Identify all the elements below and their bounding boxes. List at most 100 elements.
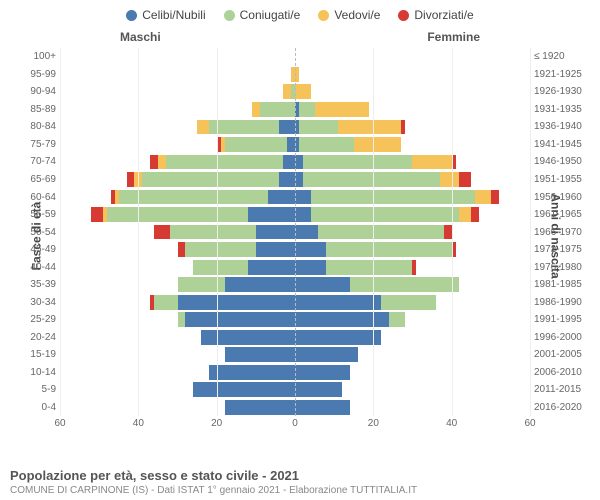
bar-segment [326, 242, 451, 257]
bar-male [178, 242, 296, 257]
bar-female [295, 312, 405, 327]
legend-label: Divorziati/e [414, 8, 473, 22]
year-label: 1926-1930 [534, 86, 598, 97]
bar-male [150, 155, 295, 170]
bar-segment [471, 207, 479, 222]
bar-segment [412, 260, 416, 275]
bar-segment [475, 190, 491, 205]
bar-female [295, 155, 456, 170]
year-label: 1971-1975 [534, 244, 598, 255]
age-label: 55-59 [16, 209, 56, 220]
legend-swatch [224, 10, 235, 21]
bar-male [283, 84, 295, 99]
bar-segment [326, 260, 412, 275]
legend-swatch [398, 10, 409, 21]
bar-segment [107, 207, 248, 222]
age-label: 35-39 [16, 279, 56, 290]
center-line [295, 48, 296, 416]
year-label: 2016-2020 [534, 402, 598, 413]
bar-segment [268, 190, 295, 205]
bar-female [295, 84, 311, 99]
bar-segment [295, 400, 350, 415]
age-label: 15-19 [16, 349, 56, 360]
bar-male [178, 312, 296, 327]
bar-segment [295, 347, 358, 362]
bar-segment [225, 400, 296, 415]
bar-female [295, 365, 350, 380]
year-label: 1951-1955 [534, 174, 598, 185]
bar-segment [354, 137, 401, 152]
age-label: 65-69 [16, 174, 56, 185]
bar-segment [459, 172, 471, 187]
legend-label: Coniugati/e [240, 8, 301, 22]
year-label: 2001-2005 [534, 349, 598, 360]
x-tick-label: 60 [54, 418, 65, 429]
x-tick-label: 60 [524, 418, 535, 429]
bar-segment [295, 330, 381, 345]
bar-segment [299, 102, 315, 117]
bar-segment [283, 84, 291, 99]
bar-female [295, 382, 342, 397]
age-label: 100+ [16, 51, 56, 62]
bar-segment [444, 225, 452, 240]
age-label: 25-29 [16, 314, 56, 325]
bar-segment [178, 242, 186, 257]
bar-segment [248, 207, 295, 222]
bar-female [295, 172, 471, 187]
gridline [138, 48, 139, 416]
bar-segment [225, 277, 296, 292]
bar-segment [295, 155, 303, 170]
age-label: 0-4 [16, 402, 56, 413]
age-label: 90-94 [16, 86, 56, 97]
age-label: 20-24 [16, 332, 56, 343]
legend: Celibi/NubiliConiugati/eVedovi/eDivorzia… [0, 0, 600, 26]
age-label: 50-54 [16, 227, 56, 238]
legend-item: Coniugati/e [224, 8, 301, 22]
bar-segment [283, 155, 295, 170]
bar-segment [491, 190, 499, 205]
bar-segment [459, 207, 471, 222]
bar-male [252, 102, 295, 117]
bar-male [150, 295, 295, 310]
bar-segment [119, 190, 268, 205]
bar-segment [170, 225, 256, 240]
bar-segment [178, 295, 295, 310]
year-label: 1956-1960 [534, 192, 598, 203]
x-tick-label: 20 [211, 418, 222, 429]
plot-area: 100+≤ 192095-991921-192590-941926-193085… [60, 48, 530, 416]
x-tick-label: 20 [368, 418, 379, 429]
bar-male [217, 137, 295, 152]
bar-segment [295, 365, 350, 380]
year-label: 1976-1980 [534, 262, 598, 273]
bar-segment [154, 225, 170, 240]
year-label: 2006-2010 [534, 367, 598, 378]
bar-segment [295, 84, 311, 99]
bar-segment [299, 137, 354, 152]
bar-male [193, 260, 295, 275]
age-label: 80-84 [16, 121, 56, 132]
bar-segment [252, 102, 260, 117]
bar-segment [185, 242, 256, 257]
bar-female [295, 137, 401, 152]
bar-segment [311, 207, 460, 222]
age-label: 5-9 [16, 384, 56, 395]
age-label: 10-14 [16, 367, 56, 378]
year-label: 1981-1985 [534, 279, 598, 290]
year-label: 1986-1990 [534, 297, 598, 308]
bar-male [178, 277, 296, 292]
bar-female [295, 347, 358, 362]
gridline [373, 48, 374, 416]
x-tick-label: 40 [133, 418, 144, 429]
bar-segment [209, 120, 279, 135]
year-label: 1936-1940 [534, 121, 598, 132]
age-label: 60-64 [16, 192, 56, 203]
legend-swatch [126, 10, 137, 21]
year-label: 1946-1950 [534, 156, 598, 167]
bar-segment [287, 137, 295, 152]
bar-segment [295, 172, 303, 187]
bar-female [295, 330, 381, 345]
bar-segment [295, 312, 389, 327]
x-tick-label: 40 [446, 418, 457, 429]
bar-segment [350, 277, 460, 292]
bar-segment [318, 225, 443, 240]
